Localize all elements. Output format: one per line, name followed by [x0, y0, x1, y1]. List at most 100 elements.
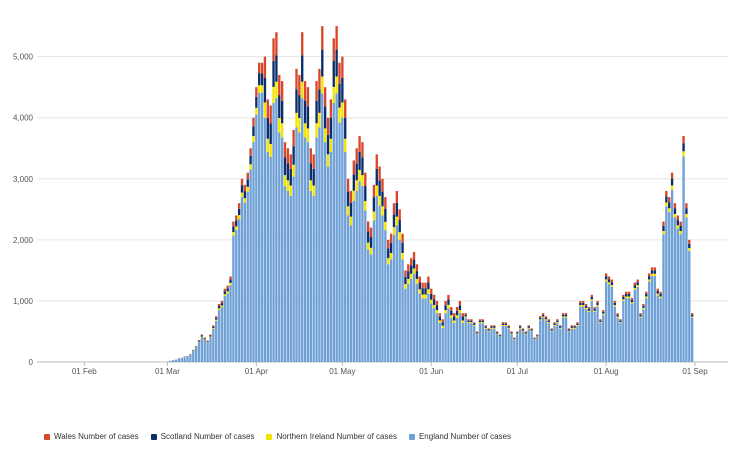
bar-segment-scotland — [559, 327, 561, 328]
bar-segment-wales — [364, 173, 366, 186]
legend-item-scotland[interactable]: Scotland Number of cases — [151, 432, 255, 441]
bar-segment-england — [639, 318, 641, 362]
bar-segment-scotland — [410, 265, 412, 273]
bar-segment-ni — [622, 299, 624, 301]
bar-segment-ni — [287, 180, 289, 191]
bar-segment-ni — [241, 193, 243, 198]
bar-segment-scotland — [608, 279, 610, 282]
legend-item-northern-ireland[interactable]: Northern Ireland Number of cases — [266, 432, 397, 441]
bar-segment-ni — [307, 128, 309, 142]
bar-segment-ni — [659, 297, 661, 299]
bar-segment-wales — [519, 325, 521, 326]
bar-segment-wales — [482, 319, 484, 320]
bar-segment-scotland — [447, 300, 449, 305]
bar-segment-wales — [476, 331, 478, 332]
bar-segment-england — [565, 318, 567, 362]
bar-segment-ni — [275, 82, 277, 98]
bar-segment-scotland — [370, 237, 372, 248]
bar-segment-ni — [585, 308, 587, 309]
bar-segment-scotland — [356, 163, 358, 180]
bar-segment-england — [525, 334, 527, 362]
bar-segment-scotland — [562, 315, 564, 317]
bar-segment-england — [622, 301, 624, 362]
bar-segment-wales — [637, 280, 639, 283]
bar-segment-ni — [516, 334, 518, 335]
bar-segment-ni — [209, 337, 211, 338]
bar-segment-ni — [539, 319, 541, 320]
bar-segment-england — [361, 186, 363, 362]
bar-segment-england — [218, 310, 220, 362]
bar-segment-wales — [582, 301, 584, 303]
bar-segment-scotland — [270, 123, 272, 144]
bar-segment-wales — [232, 222, 234, 227]
legend-item-england[interactable]: England Number of cases — [409, 432, 511, 441]
bar-segment-england — [459, 313, 461, 362]
bar-segment-wales — [625, 292, 627, 294]
bar-segment-england — [453, 323, 455, 362]
bar-segment-ni — [384, 222, 386, 230]
bar-segment-ni — [657, 294, 659, 296]
bar-segment-scotland — [582, 303, 584, 305]
bar-segment-scotland — [634, 285, 636, 288]
bar-segment-scotland — [350, 203, 352, 217]
bar-segment-ni — [427, 289, 429, 293]
bar-segment-wales — [505, 322, 507, 323]
bar-segment-scotland — [384, 209, 386, 222]
bar-segment-ni — [530, 331, 532, 332]
bar-segment-scotland — [680, 226, 682, 231]
bar-segment-wales — [209, 335, 211, 336]
legend-label-england: England Number of cases — [419, 432, 511, 441]
bar-segment-wales — [507, 325, 509, 326]
bar-segment-england — [384, 230, 386, 362]
legend-item-wales[interactable]: Wales Number of cases — [44, 432, 139, 441]
bar-segment-england — [367, 250, 369, 362]
bar-segment-wales — [614, 301, 616, 303]
bar-segment-wales — [264, 57, 266, 78]
bar-segment-scotland — [605, 276, 607, 279]
bar-segment-wales — [206, 341, 208, 342]
legend-label-wales: Wales Number of cases — [54, 432, 139, 441]
bar-segment-england — [226, 293, 228, 362]
bar-segment-england — [169, 361, 171, 362]
bar-segment-ni — [616, 316, 618, 317]
bar-segment-wales — [212, 325, 214, 326]
bar-segment-scotland — [413, 260, 415, 269]
bar-segment-england — [596, 306, 598, 362]
bar-segment-scotland — [247, 179, 249, 187]
bar-segment-scotland — [688, 244, 690, 248]
bar-segment-wales — [378, 167, 380, 181]
bar-segment-scotland — [261, 73, 263, 85]
bar-segment-scotland — [662, 226, 664, 231]
bar-segment-england — [550, 331, 552, 362]
bar-segment-scotland — [307, 106, 309, 128]
bar-segment-wales — [628, 292, 630, 294]
bar-segment-wales — [439, 313, 441, 316]
bar-segment-england — [591, 301, 593, 362]
bar-segment-wales — [528, 325, 530, 326]
bar-segment-scotland — [304, 101, 306, 123]
bar-segment-scotland — [513, 338, 515, 339]
bar-segment-scotland — [330, 118, 332, 139]
bar-segment-scotland — [499, 335, 501, 336]
bar-segment-scotland — [571, 327, 573, 328]
bar-segment-ni — [642, 308, 644, 309]
bar-segment-england — [272, 103, 274, 362]
bar-segment-scotland — [444, 305, 446, 310]
bar-segment-ni — [637, 285, 639, 287]
bar-segment-ni — [249, 164, 251, 169]
bar-segment-scotland — [430, 294, 432, 300]
bar-segment-england — [270, 157, 272, 362]
bar-segment-wales — [450, 307, 452, 311]
bar-segment-wales — [591, 295, 593, 297]
bar-segment-scotland — [310, 163, 312, 180]
bar-segment-wales — [290, 154, 292, 169]
bar-segment-scotland — [654, 270, 656, 273]
bar-segment-ni — [281, 123, 283, 137]
bar-segment-wales — [224, 289, 226, 292]
bar-segment-ni — [485, 328, 487, 329]
bar-segment-wales — [313, 154, 315, 169]
bar-segment-england — [284, 186, 286, 362]
bar-segment-wales — [335, 26, 337, 50]
bar-segment-scotland — [453, 317, 455, 321]
bar-segment-scotland — [593, 309, 595, 311]
